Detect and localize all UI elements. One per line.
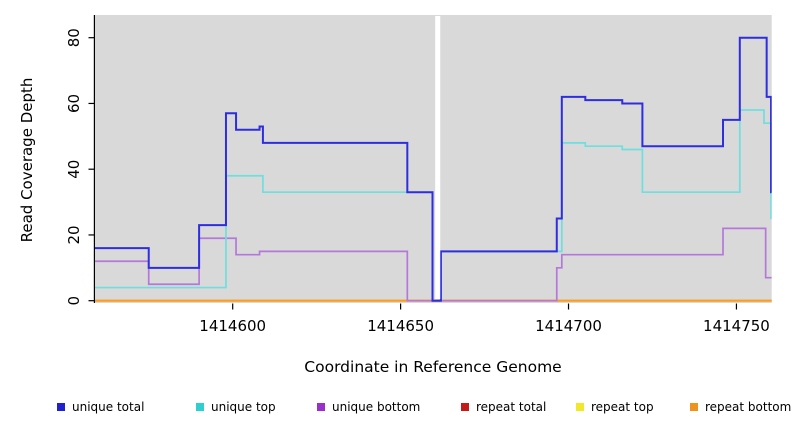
coverage-gap-stripe (435, 16, 441, 299)
legend-label: repeat total (476, 400, 547, 414)
x-tick-label: 1414650 (367, 317, 434, 335)
legend-label: repeat top (591, 400, 654, 414)
y-tick-label: 20 (65, 225, 83, 244)
legend-swatch-unique-top-icon (196, 403, 204, 411)
series-line-unique-bottom (95, 227, 772, 302)
plot-area: 0 20 40 60 80 1414600 1414650 1414700 1414750 (65, 15, 772, 335)
legend-swatch-repeat-bottom-icon (690, 403, 698, 411)
legend-label: repeat bottom (705, 400, 792, 414)
legend: unique total unique top unique bottom re… (0, 398, 792, 420)
x-tick-label: 1414600 (199, 317, 266, 335)
y-axis-label: Read Coverage Depth (18, 77, 36, 243)
legend-item-unique-bottom: unique bottom (317, 398, 420, 416)
legend-label: unique top (211, 400, 276, 414)
legend-label: unique bottom (332, 400, 421, 414)
y-tick-label: 60 (65, 94, 83, 113)
y-tick-label: 80 (65, 28, 83, 47)
x-axis-label: Coordinate in Reference Genome (304, 358, 562, 376)
y-tick-label: 0 (65, 296, 83, 306)
x-tick-label: 1414750 (703, 317, 770, 335)
legend-swatch-repeat-total-icon (461, 403, 469, 411)
chart-svg: 0 20 40 60 80 1414600 1414650 1414700 1414750 (65, 15, 772, 335)
legend-swatch-repeat-top-icon (576, 403, 584, 411)
legend-label: unique total (72, 400, 145, 414)
y-tick-label: 40 (65, 160, 83, 179)
series-group (95, 36, 772, 302)
legend-item-repeat-top: repeat top (576, 398, 654, 416)
legend-item-unique-total: unique total (57, 398, 144, 416)
legend-swatch-unique-bottom-icon (317, 403, 325, 411)
legend-item-repeat-total: repeat total (461, 398, 546, 416)
series-line-unique-total (95, 36, 772, 302)
series-line-unique-top (95, 109, 772, 302)
legend-swatch-unique-total-icon (57, 403, 65, 411)
legend-item-unique-top: unique top (196, 398, 276, 416)
legend-item-repeat-bottom: repeat bottom (690, 398, 791, 416)
x-tick-label: 1414700 (535, 317, 602, 335)
